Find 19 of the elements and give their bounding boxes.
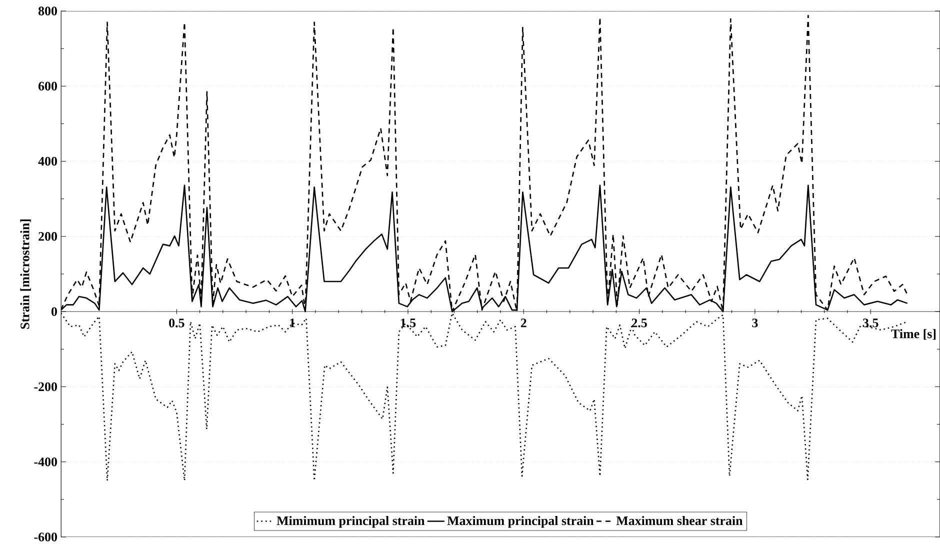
legend-label: Mimimum principal strain xyxy=(276,516,425,528)
y-tick-label: 200 xyxy=(38,232,57,241)
x-tick-label: 2.5 xyxy=(632,318,647,328)
x-tick-label: 1.5 xyxy=(400,318,416,328)
legend-label: Maximum shear strain xyxy=(616,516,743,526)
y-tick-label: 0 xyxy=(52,307,57,316)
x-tick-label: 3.5 xyxy=(863,318,878,328)
y-tick-label: 800 xyxy=(38,6,57,16)
y-tick-label: -400 xyxy=(34,457,57,466)
x-tick-label: 2 xyxy=(520,318,526,328)
y-tick-label: 600 xyxy=(38,82,57,91)
y-tick-label: -600 xyxy=(34,532,57,542)
x-tick-label: 3 xyxy=(752,318,758,328)
legend-label: Maximum principal strain xyxy=(447,516,594,528)
y-tick-label: 400 xyxy=(38,156,57,166)
y-axis-title: Strain [microstrain] xyxy=(20,219,31,329)
x-tick-label: 0.5 xyxy=(169,318,184,328)
x-axis-title: Time [s] xyxy=(891,329,936,340)
y-tick-label: -200 xyxy=(34,382,57,392)
